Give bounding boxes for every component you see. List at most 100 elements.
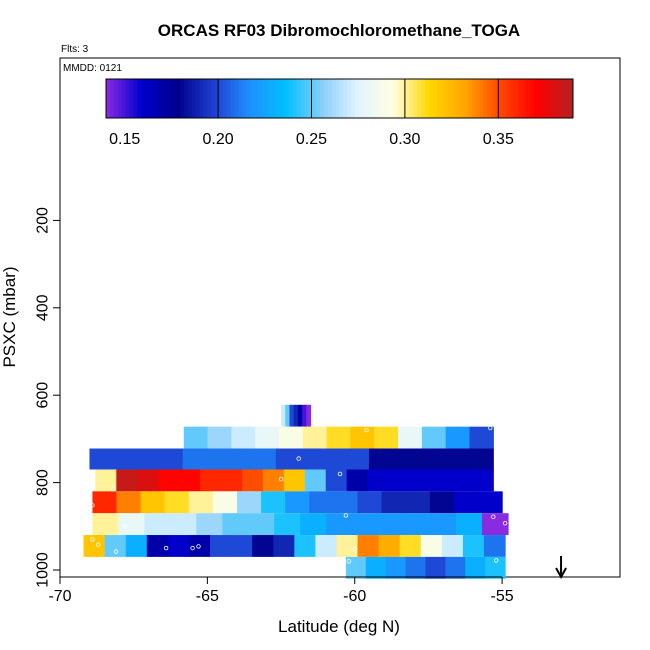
heatmap-cell (120, 448, 153, 470)
y-tick-label: 200 (35, 207, 52, 234)
colorbar-tick-label: 0.30 (389, 131, 420, 148)
heatmap-cell (285, 404, 291, 427)
heatmap-cell (306, 448, 339, 470)
heatmap-cell (83, 535, 106, 557)
colorbar-segment (331, 79, 337, 118)
colorbar-segment (444, 79, 449, 118)
heatmap-cell (346, 469, 369, 492)
heatmap-cell (478, 491, 503, 514)
colorbar-segment (557, 79, 562, 118)
colorbar-segment (549, 79, 555, 118)
heatmap-cell (357, 491, 383, 514)
colorbar-segment (339, 79, 344, 118)
heatmap-cell (261, 491, 286, 514)
colorbar-tick-label: 0.20 (203, 131, 234, 148)
colorbar-segment (230, 79, 235, 118)
heatmap-cell (485, 556, 506, 579)
x-tick-label: -65 (196, 588, 219, 605)
colorbar-segment (273, 79, 278, 118)
heatmap-cell (465, 556, 486, 579)
colorbar-segment (421, 79, 426, 118)
heatmap-cell (188, 491, 214, 514)
chart-title: ORCAS RF03 Dibromochloromethane_TOGA (158, 21, 520, 40)
colorbar-segment (362, 79, 368, 118)
colorbar-segment (351, 79, 356, 118)
colorbar-segment (456, 79, 461, 118)
heatmap-cell (140, 491, 166, 514)
heatmap-cell (293, 404, 299, 427)
colorbar-segment (386, 79, 391, 118)
colorbar-segment (436, 79, 442, 118)
colorbar-segment (541, 79, 547, 118)
colorbar-segment (156, 79, 161, 118)
colorbar-segment (502, 79, 508, 118)
heatmap-cell (445, 426, 471, 449)
colorbar-segment (561, 79, 566, 118)
colorbar-segment (393, 79, 399, 118)
sample-point (508, 521, 514, 526)
heatmap-cell (92, 491, 118, 514)
sample-point (488, 425, 493, 431)
colorbar-segment (347, 79, 352, 118)
colorbar-segment (121, 79, 126, 118)
sample-point (190, 545, 195, 551)
colorbar-segment (522, 79, 527, 118)
heatmap-cell (462, 535, 485, 557)
heatmap-cell (302, 404, 307, 427)
colorbar-segment (164, 79, 169, 118)
sample-point (343, 513, 349, 518)
heatmap-cell (352, 513, 379, 536)
colorbar-segment (203, 79, 208, 118)
colorbar-segment (172, 79, 177, 118)
heatmap-cell (255, 426, 280, 449)
heatmap-cell (482, 513, 509, 536)
sample-point (346, 559, 351, 564)
colorbar-segment (117, 79, 123, 118)
colorbar-segment (464, 79, 469, 118)
heatmap-cell (146, 535, 169, 557)
colorbar-segment (234, 79, 239, 118)
colorbar-segment (425, 79, 430, 118)
heatmap-cell (283, 469, 306, 492)
heatmap-cell (365, 556, 387, 579)
colorbar-segment (199, 79, 204, 118)
heatmap-cell (385, 556, 407, 579)
colorbar-segment (183, 79, 189, 118)
heatmap-cell (369, 448, 401, 470)
colorbar-segment (405, 79, 411, 118)
heatmap-cell (182, 448, 215, 470)
heatmap-cell (430, 469, 452, 492)
sample-point (352, 546, 357, 552)
colorbar-segment (308, 79, 313, 118)
colorbar-segment (191, 79, 197, 118)
sample-point (364, 428, 369, 433)
heatmap-cell (337, 448, 370, 470)
colorbar-segment (366, 79, 372, 118)
colorbar-segment (553, 79, 558, 118)
heatmap-cell (306, 404, 312, 427)
colorbar-segment (569, 79, 574, 118)
colorbar-segment (312, 79, 317, 118)
heatmap-cell (430, 513, 457, 536)
heatmap-cell (425, 556, 446, 579)
colorbar-segment (370, 79, 376, 118)
heatmap-cell (221, 469, 243, 492)
heatmap-cell (274, 513, 301, 536)
sample-point (90, 537, 95, 542)
colorbar-segment (238, 79, 243, 118)
heatmap-cell (326, 513, 353, 536)
heatmap-cell (95, 469, 117, 492)
colorbar-segment (534, 79, 539, 118)
colorbar-segment (152, 79, 158, 118)
colorbar-segment (168, 79, 173, 118)
heatmap-cell (89, 448, 122, 470)
heatmap-cell (336, 535, 359, 557)
heatmap-cell (188, 535, 211, 557)
heatmap-cell (421, 426, 447, 449)
heatmap-cell (399, 535, 422, 557)
colorbar-segment (467, 79, 473, 118)
x-tick-label: -60 (343, 588, 366, 605)
sample-point (196, 544, 201, 549)
colorbar-segment (374, 79, 379, 118)
heatmap-cell (462, 448, 494, 470)
